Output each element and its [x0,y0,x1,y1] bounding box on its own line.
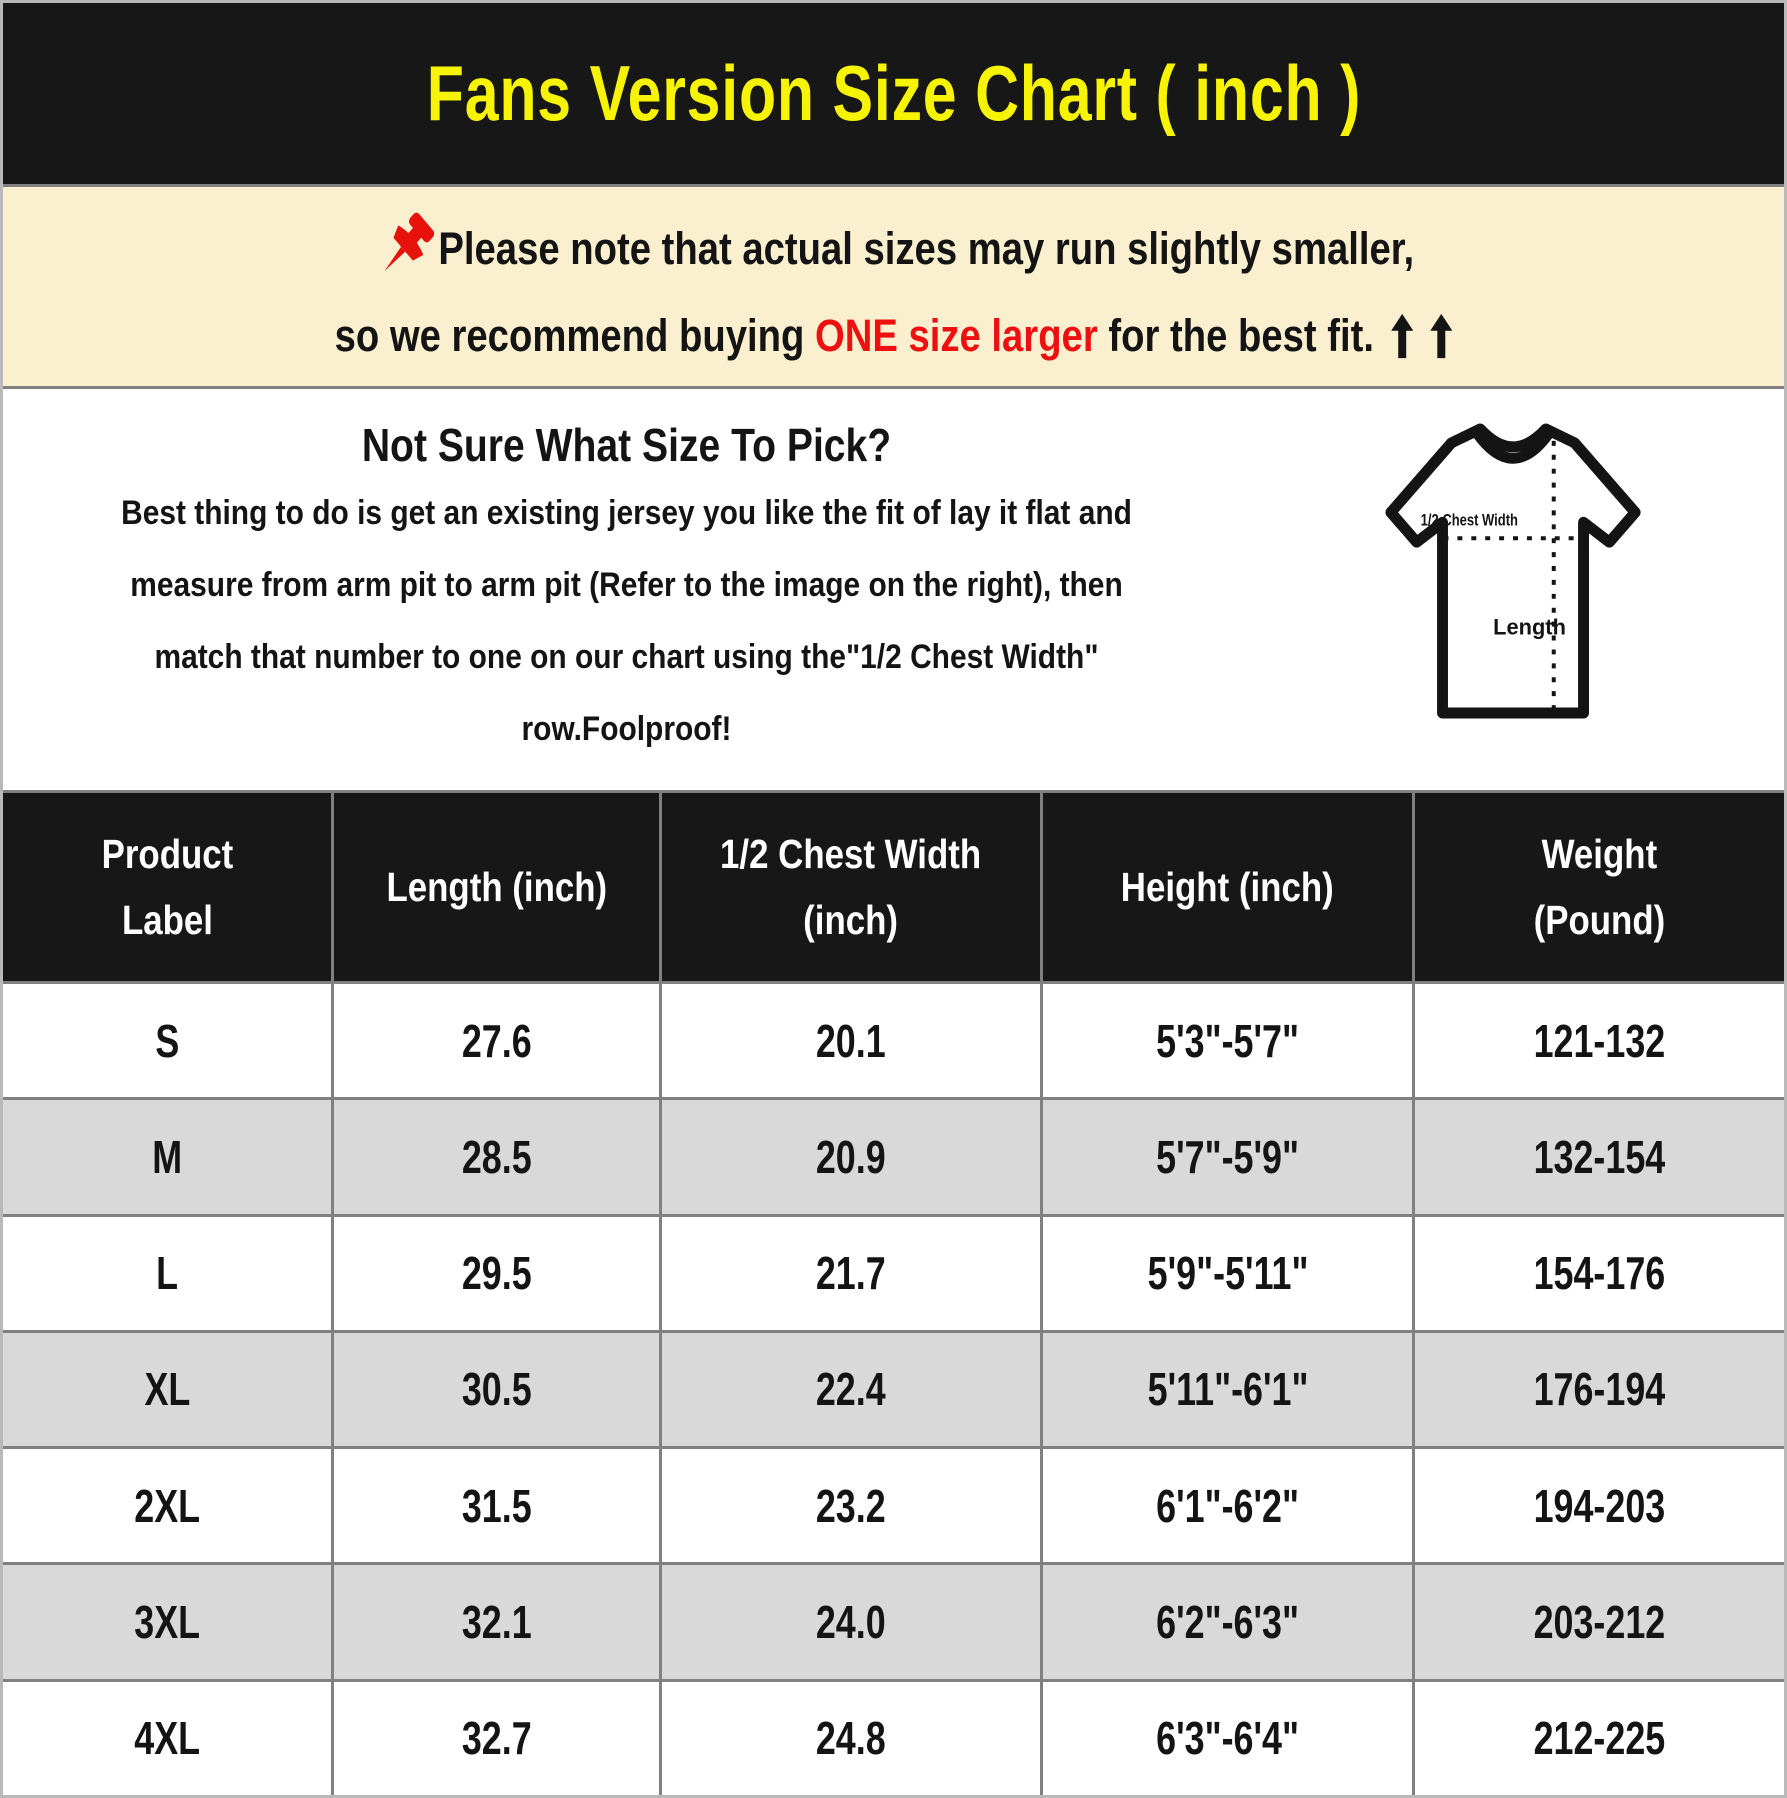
table-row-xl: XL 30.5 22.4 5'11"-6'1" 176-194 [3,1329,1784,1447]
cell-label: L [3,1216,335,1330]
size-table: Product Label Length (inch) 1/2 Chest Wi… [3,793,1784,1795]
instruction-line: match that number to one on our chart us… [154,638,1099,676]
cell-chest-width: 20.1 [662,984,1044,1098]
up-arrow-icon [1430,313,1453,358]
cell-length: 30.5 [334,1332,662,1447]
cell-height: 5'7"-5'9" [1043,1100,1416,1214]
cell-height: 5'9"-5'11" [1043,1216,1416,1330]
table-row-4xl: 4XL 32.7 24.8 6'3"-6'4" 212-225 [3,1678,1784,1795]
cell-weight: 203-212 [1533,1596,1666,1649]
table-row-m: M 28.5 20.9 5'7"-5'9" 132-154 [3,1097,1784,1214]
cell-chest-width: 21.7 [662,1216,1044,1330]
cell-label: 4XL [3,1681,335,1795]
cell-label: 2XL [3,1449,335,1563]
cell-label: 3XL [3,1565,335,1679]
header-cell-weight: Weight (Pound) [1533,831,1666,943]
cell-height: 6'1"-6'2" [1043,1449,1416,1563]
cell-height: 6'2"-6'3" [1043,1565,1416,1679]
header-cell-product-label: Product Label [3,793,335,981]
note-line-2-post: for the best fit. [1097,309,1375,361]
up-arrow-icon [1391,313,1414,358]
cell-chest-width: 23.2 [662,1449,1044,1563]
cell-weight: 176-194 [1533,1363,1666,1416]
cell-height: 5'3"-5'7" [1043,984,1416,1098]
cell-height: 5'11"-6'1" [1043,1332,1416,1447]
cell-weight: 194-203 [1533,1479,1666,1532]
header-cell-height: Height (inch) [1043,793,1416,981]
instruction-line: measure from arm pit to arm pit (Refer t… [130,566,1123,604]
cell-chest-width: 22.4 [662,1332,1044,1447]
note-line-2: so we recommend buying ONE size larger f… [335,310,1453,362]
pushpin-icon [383,212,434,271]
page-title: Fans Version Size Chart ( inch ) [426,49,1361,137]
cell-height: 6'3"-6'4" [1043,1681,1416,1795]
cell-weight: 212-225 [1533,1712,1666,1765]
cell-label: M [3,1100,335,1214]
cell-chest-width: 24.8 [662,1681,1044,1795]
guide-heading: Not Sure What Size To Pick? [361,419,892,471]
cell-length: 28.5 [334,1100,662,1214]
note-line-2-pre: so we recommend buying [334,309,816,361]
table-header-row: Product Label Length (inch) 1/2 Chest Wi… [3,793,1784,981]
header-cell-chest-width: 1/2 Chest Width (inch) [662,793,1044,981]
header-cell-length: Length (inch) [334,793,662,981]
note-line-1: Please note that actual sizes may run sl… [373,212,1414,286]
cell-length: 31.5 [334,1449,662,1563]
instruction-line: row.Foolproof! [521,710,732,748]
table-row-2xl: 2XL 31.5 23.2 6'1"-6'2" 194-203 [3,1446,1784,1563]
title-banner: Fans Version Size Chart ( inch ) [3,3,1784,187]
cell-weight: 132-154 [1533,1130,1666,1183]
cell-chest-width: 20.9 [662,1100,1044,1214]
guide-instructions: Not Sure What Size To Pick? Best thing t… [3,389,1250,790]
cell-length: 32.7 [334,1681,662,1795]
cell-weight: 121-132 [1533,1014,1666,1067]
cell-label: XL [3,1332,335,1447]
cell-label: S [3,984,335,1098]
chest-width-label: 1/2 Chest Width [1421,510,1518,529]
table-row-l: L 29.5 21.7 5'9"-5'11" 154-176 [3,1213,1784,1330]
instruction-line: Best thing to do is get an existing jers… [121,494,1132,532]
length-label: Length [1493,615,1566,640]
highlight-one-size-larger: ONE size larger [815,309,1098,361]
note-banner: Please note that actual sizes may run sl… [3,187,1784,389]
table-row-3xl: 3XL 32.1 24.0 6'2"-6'3" 203-212 [3,1562,1784,1679]
cell-length: 29.5 [334,1216,662,1330]
cell-weight: 154-176 [1533,1247,1666,1300]
tshirt-diagram: 1/2 Chest Width Length [1385,423,1641,719]
cell-length: 32.1 [334,1565,662,1679]
guide-figure: 1/2 Chest Width Length [1250,389,1784,790]
guide-section: Not Sure What Size To Pick? Best thing t… [3,389,1784,793]
cell-length: 27.6 [334,984,662,1098]
cell-chest-width: 24.0 [662,1565,1044,1679]
note-line-1-text: Please note that actual sizes may run sl… [437,222,1414,274]
table-row-s: S 27.6 20.1 5'3"-5'7" 121-132 [3,981,1784,1098]
